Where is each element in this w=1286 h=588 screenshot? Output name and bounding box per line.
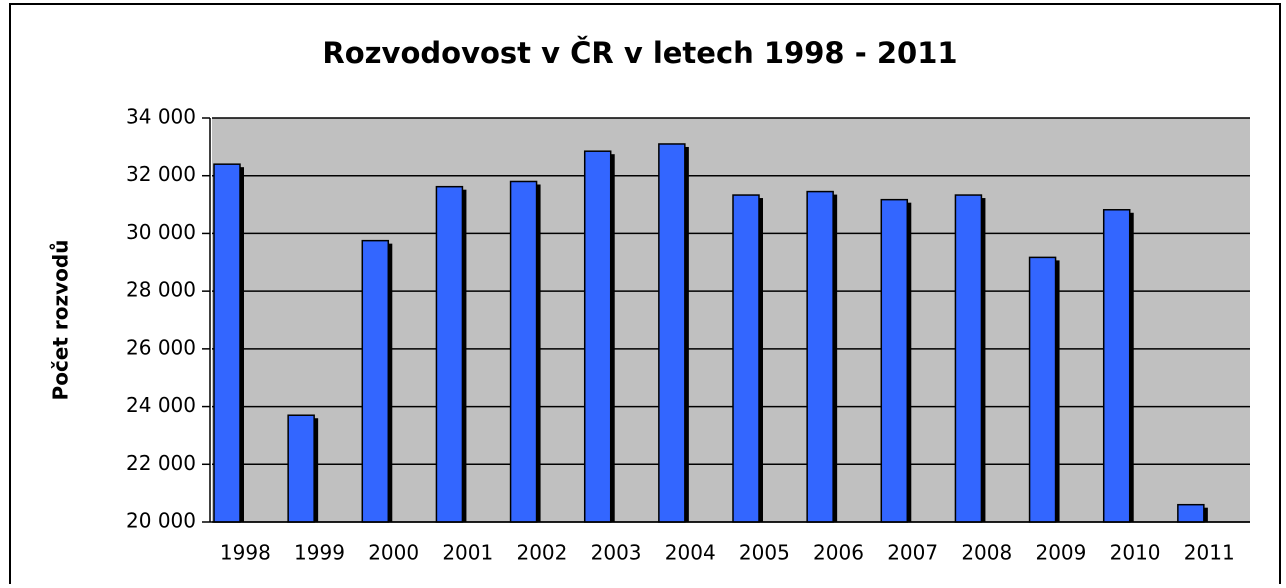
y-tick-label: 32 000 — [126, 162, 196, 186]
x-tick-label: 2007 — [887, 541, 938, 565]
bar — [954, 194, 983, 523]
x-tick-label: 2009 — [1035, 541, 1086, 565]
x-tick-label: 2005 — [739, 541, 790, 565]
bar — [213, 163, 241, 523]
bar — [509, 180, 538, 523]
x-tick-label: 2001 — [442, 541, 493, 565]
y-tick-label: 34 000 — [126, 105, 196, 129]
x-tick-label: 1998 — [220, 541, 271, 565]
bar — [287, 414, 315, 523]
y-tick-label: 20 000 — [126, 509, 196, 533]
y-tick-label: 22 000 — [126, 451, 196, 475]
x-tick-label: 2010 — [1110, 541, 1161, 565]
y-tick-label: 30 000 — [126, 220, 196, 244]
y-tick-label: 28 000 — [126, 278, 196, 302]
x-tick-label: 2002 — [516, 541, 567, 565]
bar — [732, 194, 760, 523]
bar — [435, 185, 464, 523]
x-tick-label: 2000 — [368, 541, 419, 565]
bar — [806, 190, 834, 523]
bar — [1102, 209, 1131, 523]
bar — [658, 143, 686, 523]
bar — [880, 198, 909, 523]
bar — [1028, 256, 1057, 523]
x-tick-label: 2003 — [591, 541, 642, 565]
x-tick-label: 1999 — [294, 541, 345, 565]
x-tick-label: 2008 — [961, 541, 1012, 565]
chart-title: Rozvodovost v ČR v letech 1998 - 2011 — [322, 36, 957, 70]
x-tick-label: 2004 — [665, 541, 716, 565]
bar — [1177, 503, 1205, 523]
bar — [583, 150, 612, 523]
bar — [361, 239, 390, 523]
y-tick-label: 26 000 — [126, 335, 196, 359]
x-tick-label: 2006 — [813, 541, 864, 565]
x-tick-label: 2011 — [1184, 541, 1235, 565]
y-tick-label: 24 000 — [126, 393, 196, 417]
y-axis-label: Počet rozvodů — [49, 240, 73, 401]
